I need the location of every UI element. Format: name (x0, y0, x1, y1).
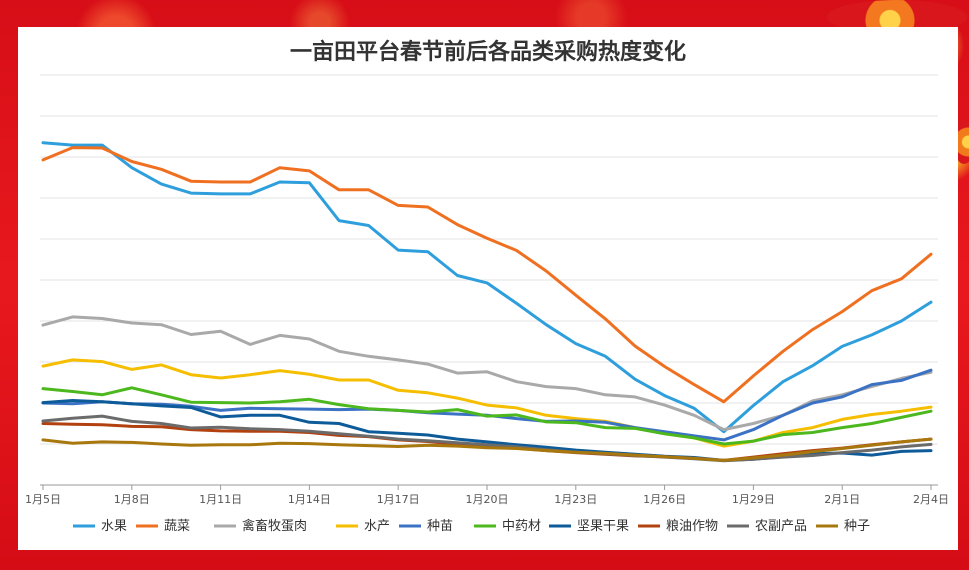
legend-label: 种子 (844, 519, 870, 534)
series-lines (41, 141, 933, 463)
series-line (41, 146, 933, 404)
legend-label: 农副产品 (755, 519, 807, 534)
x-tick-label: 2月4日 (913, 493, 949, 506)
x-tick-label: 1月20日 (466, 493, 509, 506)
series-line (41, 414, 933, 463)
series-line (41, 437, 933, 462)
series-line (41, 141, 933, 434)
legend: 水果 蔬菜 禽畜牧蛋肉 水产 种苗 中药材 坚果干果 粮油作物 农副产品 种子 (73, 518, 870, 534)
legend-label: 中药材 (502, 519, 541, 534)
x-tick-label: 1月17日 (377, 493, 420, 506)
legend-label: 水产 (364, 519, 390, 534)
line-chart: 一亩田平台春节前后各品类采购热度变化 1月5日 1月8日 1月11日 1月14日 1月1… (25, 39, 949, 534)
legend-label: 蔬菜 (164, 519, 190, 534)
x-tick-label: 2月1日 (824, 493, 860, 506)
x-tick-label: 1月11日 (199, 493, 242, 506)
legend-label: 禽畜牧蛋肉 (242, 518, 307, 534)
x-tick-label: 1月8日 (114, 493, 150, 506)
x-tick-label: 1月23日 (554, 493, 597, 506)
series-line (41, 358, 933, 448)
chart-card: 一亩田平台春节前后各品类采购热度变化 1月5日 1月8日 1月11日 1月14日 1月1… (18, 27, 958, 550)
legend-label: 种苗 (427, 519, 453, 534)
x-axis: 1月5日 1月8日 1月11日 1月14日 1月17日 1月20日 1月23日 1月26日 1月… (25, 484, 949, 506)
x-tick-label: 1月29日 (732, 493, 775, 506)
legend-label: 水果 (101, 519, 127, 534)
x-tick-label: 1月14日 (288, 493, 331, 506)
x-tick-label: 1月26日 (643, 493, 686, 506)
series-line (41, 386, 933, 446)
chart-title: 一亩田平台春节前后各品类采购热度变化 (290, 39, 686, 65)
legend-label: 粮油作物 (666, 519, 718, 534)
legend-label: 坚果干果 (577, 519, 629, 534)
gridlines (40, 74, 938, 486)
x-tick-label: 1月5日 (25, 493, 61, 506)
